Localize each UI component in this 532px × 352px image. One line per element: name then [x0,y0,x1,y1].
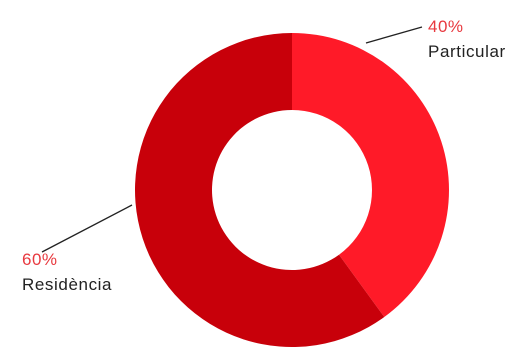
slice-residencia [134,33,385,348]
value-label-particular: 40% [428,17,464,36]
value-label-residencia: 60% [22,250,58,269]
leader-line-residencia [41,204,133,253]
category-label-particular: Particular [428,42,506,61]
leader-line-particular [365,26,423,44]
category-label-residencia: Residència [22,275,112,294]
slice-particular [292,33,449,318]
